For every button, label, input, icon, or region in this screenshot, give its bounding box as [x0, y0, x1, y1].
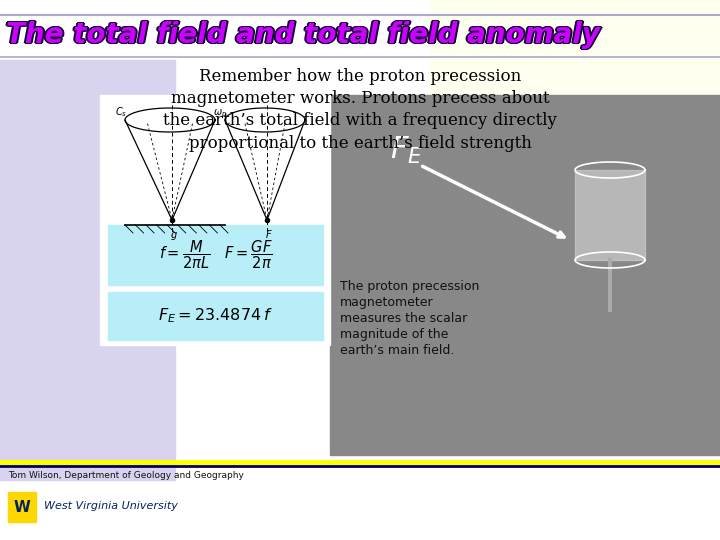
- Text: The total field and total field anomaly: The total field and total field anomaly: [7, 21, 601, 49]
- Text: The proton precession
magnetometer
measures the scalar
magnitude of the
earth’s : The proton precession magnetometer measu…: [340, 280, 480, 357]
- Bar: [330, 95, 720, 455]
- Text: Remember how the proton precession
magnetometer works. Protons precess about
the: Remember how the proton precession magne…: [163, 68, 557, 152]
- Bar: [0, 60, 175, 480]
- Bar: [108, 225, 323, 285]
- Bar: [575, 170, 645, 260]
- Text: Tom Wilson, Department of Geology and Geography: Tom Wilson, Department of Geology and Ge…: [8, 470, 244, 480]
- Text: The total field and total field anomaly: The total field and total field anomaly: [5, 22, 599, 50]
- Text: $f = \dfrac{M}{2\pi L}\quad F = \dfrac{GF}{2\pi}$: $f = \dfrac{M}{2\pi L}\quad F = \dfrac{G…: [158, 239, 272, 271]
- Text: $g$: $g$: [170, 230, 178, 242]
- Text: $\mathit{C_s}$: $\mathit{C_s}$: [115, 105, 127, 119]
- Text: West Virginia University: West Virginia University: [44, 501, 178, 511]
- Bar: [430, 0, 720, 110]
- Text: $\mathit{\omega_p}$: $\mathit{\omega_p}$: [213, 107, 227, 120]
- Text: The total field and total field anomaly: The total field and total field anomaly: [5, 20, 599, 48]
- Bar: [100, 95, 330, 345]
- Text: The total field and total field anomaly: The total field and total field anomaly: [4, 21, 598, 49]
- Text: The total field and total field anomaly: The total field and total field anomaly: [7, 22, 601, 50]
- Text: The total field and total field anomaly: The total field and total field anomaly: [6, 21, 600, 49]
- Text: $F_E = 23.4874\,f$: $F_E = 23.4874\,f$: [158, 307, 273, 325]
- Text: $\mathit{F}_E$: $\mathit{F}_E$: [390, 134, 423, 166]
- Text: $F$: $F$: [265, 228, 273, 240]
- Text: The total field and total field anomaly: The total field and total field anomaly: [7, 20, 601, 48]
- Text: W: W: [14, 500, 30, 515]
- Text: The total field and total field anomaly: The total field and total field anomaly: [6, 19, 600, 48]
- Bar: [108, 292, 323, 340]
- Bar: [8, 492, 36, 522]
- Text: The total field and total field anomaly: The total field and total field anomaly: [6, 23, 600, 51]
